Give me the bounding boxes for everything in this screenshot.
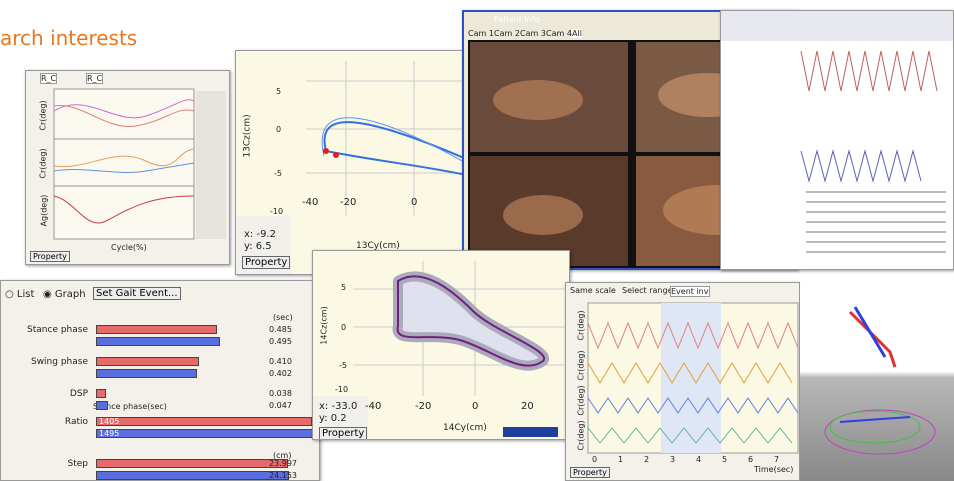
x-tick-label: 1 — [618, 455, 623, 464]
y-tick-label: 5 — [276, 87, 281, 96]
property-button[interactable]: Property — [319, 427, 367, 440]
y-label: Cr(deg) — [577, 420, 586, 450]
x-tick-label: 20 — [521, 401, 534, 412]
y-tick-label: 5 — [341, 283, 346, 292]
y-label: Cr(deg) — [577, 385, 586, 415]
y-label: 14Cz(cm) — [320, 306, 329, 344]
x-tick-label: 4 — [696, 455, 701, 464]
radio-label: List — [17, 289, 34, 300]
unit: (sec) — [273, 313, 293, 322]
gait-panel: R_C R_C Cr(deg) Cr(deg) Ag(deg) Cycle(%)… — [25, 70, 230, 265]
x-tick-label: -20 — [415, 401, 431, 412]
bar — [96, 459, 288, 468]
plot14-panel: 5 0 -5 -10 -40 -20 0 20 14Cz(cm) 14Cy(cm… — [312, 250, 570, 440]
x-tick-label: -40 — [302, 197, 318, 208]
tab[interactable]: Cam 3 — [520, 29, 546, 38]
bar — [96, 357, 199, 366]
property-button[interactable]: Property — [242, 256, 290, 269]
x-tick-label: -20 — [340, 197, 356, 208]
y-tick-label: -10 — [335, 385, 348, 394]
waveforms — [721, 11, 954, 270]
time-series — [566, 283, 800, 481]
tab[interactable]: Cam 2 — [494, 29, 520, 38]
y-tick-label: -5 — [274, 169, 282, 178]
bar — [96, 325, 217, 334]
bar — [96, 429, 320, 438]
bar — [96, 417, 312, 426]
y-label: Cr(deg) — [39, 148, 48, 178]
y-label: Cr(deg) — [577, 350, 586, 380]
timechart-panel: Same scale Select range: Event inv Cr(de… — [565, 282, 800, 481]
y-label: Cr(deg) — [577, 310, 586, 340]
3d-panel — [800, 282, 954, 481]
readout: y: 6.5 — [244, 241, 272, 252]
y-tick-label: -5 — [339, 361, 347, 370]
x-label: 14Cy(cm) — [443, 423, 487, 433]
skeleton-3d — [800, 282, 954, 481]
x-tick-label: 0 — [411, 197, 417, 208]
x-label: Cycle(%) — [111, 243, 147, 252]
y-label: Cr(deg) — [39, 100, 48, 130]
y-tick-label: 0 — [341, 323, 346, 332]
y-tick-label: 0 — [276, 125, 281, 134]
value-label: 0.495 — [269, 337, 292, 346]
range-label: Select range: — [622, 286, 675, 295]
bar — [96, 401, 108, 410]
x-tick-label: 7 — [774, 455, 779, 464]
row-label: Stance phase — [27, 325, 88, 335]
radio[interactable]: ○ List — [5, 289, 34, 300]
x-tick-label: 0 — [472, 401, 478, 412]
gait-curves — [26, 71, 230, 265]
bar — [96, 337, 220, 346]
value-label: 24.153 — [269, 471, 297, 480]
x-tick-label: 0 — [592, 455, 597, 464]
title: arch interests — [0, 26, 137, 50]
value-label: 0.047 — [269, 401, 292, 410]
tab[interactable]: All — [572, 29, 582, 38]
property-button[interactable]: Property — [570, 467, 610, 478]
property-button[interactable]: Property — [30, 251, 70, 262]
x-tick-label: 2 — [644, 455, 649, 464]
value-label: 23.997 — [269, 459, 297, 468]
radio[interactable]: ◉ Graph — [43, 289, 86, 300]
readout: x: -9.2 — [244, 229, 276, 240]
spreadsheet-panel — [720, 10, 954, 270]
tab[interactable]: Cam 1 — [468, 29, 494, 38]
plot13-panel: 5 0 -5 -10 -40 -20 0 13Cz(cm) 13Cy(cm) x… — [235, 50, 470, 275]
bars-panel: ○ List ◉ Graph Set Gait Event... (sec) S… — [0, 280, 320, 481]
row-label: Step — [68, 459, 89, 469]
value-label: 1405 — [99, 417, 119, 426]
row-label: DSP — [70, 389, 88, 399]
gait-event-button[interactable]: Set Gait Event... — [93, 287, 181, 300]
x-label: Time(sec) — [754, 465, 793, 474]
readout: y: 0.2 — [319, 413, 347, 424]
value-label: 1495 — [99, 429, 119, 438]
checkbox[interactable]: Same scale — [570, 286, 616, 295]
checkbox[interactable]: Patient Info — [494, 15, 540, 24]
bar — [96, 369, 197, 378]
x-tick-label: 5 — [722, 455, 727, 464]
bar — [96, 389, 106, 398]
value-label: 0.485 — [269, 325, 292, 334]
y-label: Ag(deg) — [39, 195, 48, 227]
x-tick-label: 3 — [670, 455, 675, 464]
readout: x: -33.0 — [319, 401, 357, 412]
x-tick-label: 6 — [748, 455, 753, 464]
row-label: Swing phase — [31, 357, 88, 367]
tab[interactable]: Cam 4 — [546, 29, 572, 38]
value-label: 0.402 — [269, 369, 292, 378]
row-label: Ratio — [65, 417, 88, 427]
value-label: 0.410 — [269, 357, 292, 366]
y-label: 13Cz(cm) — [243, 114, 253, 157]
value-label: 0.038 — [269, 389, 292, 398]
page: arch interests R_C R_C Cr(deg) Cr(deg) A… — [0, 0, 954, 481]
radio-label: Graph — [55, 289, 86, 300]
y-tick-label: -10 — [270, 207, 283, 216]
range-select[interactable]: Event inv — [670, 286, 710, 297]
bar — [96, 471, 289, 480]
x-tick-label: -40 — [365, 401, 381, 412]
